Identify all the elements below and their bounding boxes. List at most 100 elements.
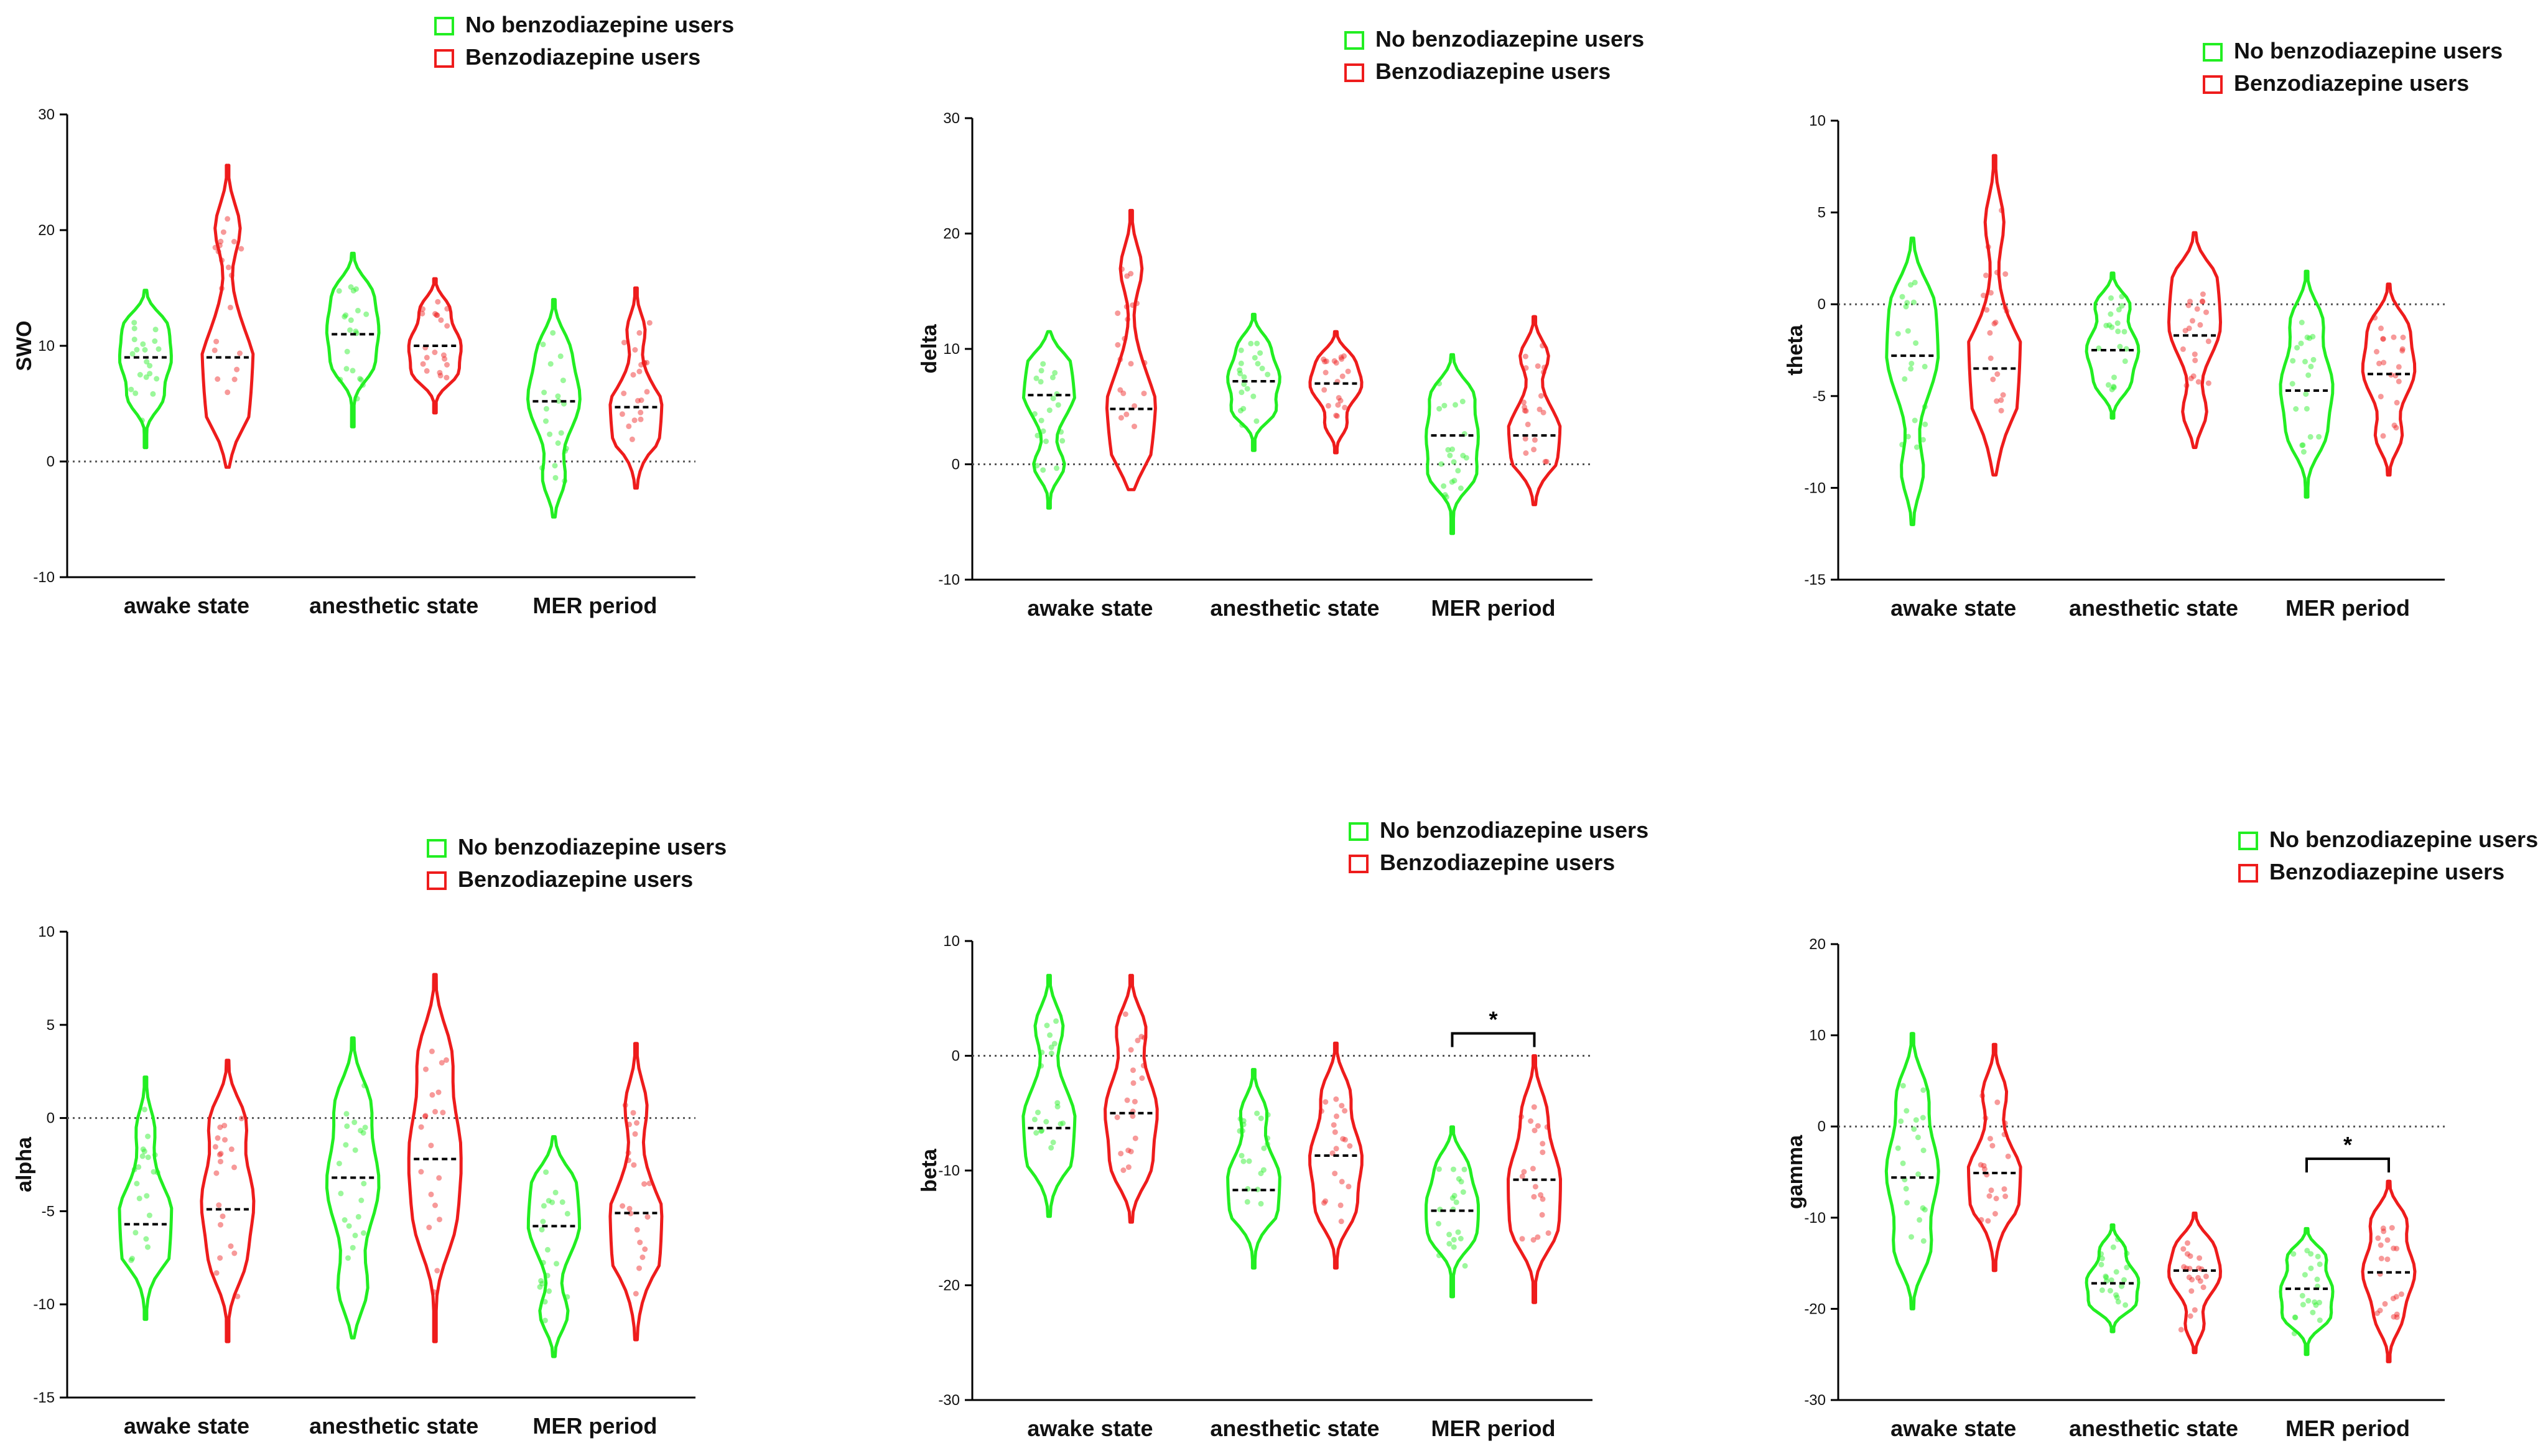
data-point (2378, 394, 2384, 400)
data-point (1257, 350, 1263, 356)
x-tick-label: anesthetic state (309, 1413, 478, 1439)
data-point (543, 406, 549, 412)
data-point (2180, 346, 2186, 352)
violin-benzo (1104, 973, 1159, 1224)
data-point (2307, 434, 2313, 440)
data-point (619, 411, 625, 417)
data-point (1047, 1032, 1053, 1038)
data-point (343, 1111, 350, 1117)
data-point (1530, 1166, 1536, 1172)
data-point (133, 390, 139, 396)
data-point (2103, 1273, 2109, 1279)
x-tick-label: anesthetic state (1210, 1416, 1379, 1441)
data-point (1449, 446, 1456, 452)
data-point (1130, 1113, 1136, 1119)
data-point (1040, 467, 1046, 473)
data-point (147, 371, 153, 377)
data-point (351, 1120, 358, 1125)
data-point (1333, 1096, 1339, 1102)
y-tick-label: -5 (42, 1203, 55, 1220)
data-point (2314, 1276, 2320, 1282)
data-point (347, 327, 353, 333)
data-point (1054, 1100, 1061, 1106)
y-tick-label: -10 (33, 569, 55, 586)
data-point (2384, 1256, 2391, 1263)
y-tick-label: 0 (952, 1048, 960, 1065)
data-point (345, 1255, 351, 1261)
data-point (538, 1277, 544, 1284)
data-point (1904, 1200, 1910, 1206)
data-point (2317, 1317, 2323, 1324)
data-point (1237, 1116, 1244, 1122)
data-point (1265, 1111, 1271, 1118)
legend-swatch-no-benzo (1344, 31, 1364, 50)
data-point (140, 341, 146, 347)
y-tick-label: -30 (1804, 1392, 1826, 1409)
data-point (1322, 358, 1328, 364)
data-point (1525, 421, 1531, 427)
legend: No benzodiazepine users Benzodiazepine us… (2203, 38, 2503, 96)
data-point (136, 1195, 142, 1202)
data-point (646, 1180, 653, 1187)
data-point (554, 1261, 559, 1267)
data-point (348, 284, 354, 290)
data-point (361, 1083, 368, 1088)
data-point (1323, 358, 1329, 364)
data-point (231, 1250, 238, 1256)
data-point (1540, 409, 1546, 415)
data-point (142, 347, 148, 353)
data-point (428, 1191, 434, 1197)
violin-outline (2279, 269, 2335, 499)
data-point (1904, 300, 1910, 306)
y-tick-label: -10 (1804, 480, 1826, 496)
data-point (2180, 1246, 2187, 1252)
violin-benzo (1105, 208, 1157, 491)
data-point (1984, 307, 1990, 313)
data-point (147, 363, 153, 369)
data-point (1539, 1212, 1545, 1218)
legend-swatch-no-benzo (2238, 832, 2258, 850)
data-point (216, 1202, 222, 1208)
data-point (1341, 353, 1347, 359)
data-point (217, 1124, 223, 1130)
legend-swatch-no-benzo (434, 17, 454, 35)
data-point (336, 288, 342, 294)
data-point (2002, 1194, 2009, 1199)
data-point (422, 1113, 429, 1119)
data-point (2098, 1261, 2104, 1268)
data-point (1920, 437, 1926, 443)
data-point (350, 1245, 356, 1251)
y-tick-label: -10 (938, 572, 960, 588)
y-tick-label: -20 (938, 1277, 960, 1294)
data-point (539, 1226, 545, 1233)
data-point (2399, 348, 2406, 354)
x-tick-label: MER period (2285, 595, 2410, 621)
data-point (1325, 402, 1331, 409)
data-point (641, 359, 647, 366)
legend-swatch-benzo (1344, 63, 1364, 82)
data-point (1237, 407, 1244, 414)
data-point (2391, 334, 2397, 340)
data-point (1321, 387, 1327, 393)
violin-benzo (1966, 1042, 2022, 1273)
y-tick-label: 20 (943, 226, 960, 243)
violin-benzo (1507, 1054, 1562, 1304)
data-point (1912, 417, 1918, 424)
data-point (2299, 320, 2305, 325)
data-point (1337, 1202, 1344, 1208)
legend: No benzodiazepine users Benzodiazepine us… (427, 834, 727, 892)
data-point (2302, 358, 2308, 364)
data-point (1898, 1118, 1904, 1124)
data-point (1335, 402, 1341, 408)
data-point (1900, 1160, 1906, 1166)
x-tick-label: MER period (532, 593, 657, 618)
y-tick-label: 5 (1818, 205, 1826, 221)
data-point (552, 463, 558, 469)
data-point (564, 1210, 570, 1217)
data-point (544, 1246, 551, 1253)
data-point (644, 1214, 651, 1220)
data-point (231, 376, 238, 383)
legend-swatch-no-benzo (2203, 43, 2223, 62)
violin-outline (1967, 154, 2022, 477)
data-point (2292, 1314, 2299, 1320)
